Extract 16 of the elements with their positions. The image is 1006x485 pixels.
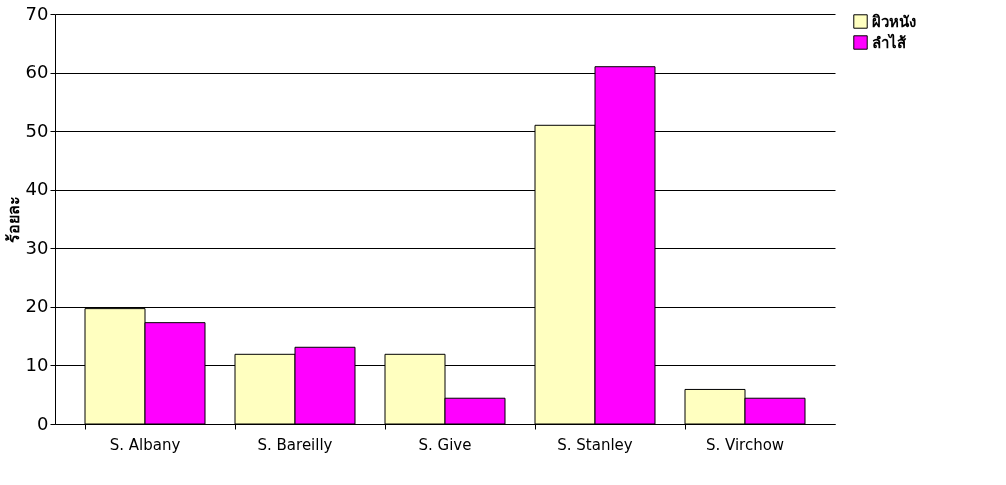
legend-label: ลำไส้: [872, 32, 907, 52]
x-tick-label: S. Bareilly: [257, 435, 333, 454]
y-tick-label: 40: [25, 178, 49, 200]
y-tick-label: 60: [25, 61, 49, 83]
x-tick-label: S. Albany: [109, 435, 181, 454]
y-tick-label: 10: [25, 353, 49, 375]
y-tick-label: 70: [25, 2, 49, 24]
legend-label: ผิวหนัง: [872, 12, 916, 31]
y-tick-label: 20: [25, 295, 49, 317]
y-tick-label: 0: [37, 412, 49, 434]
y-axis-title: ร้อยละ: [3, 196, 23, 243]
x-tick-label: S. Stanley: [557, 435, 633, 454]
y-tick-label: 50: [25, 119, 49, 141]
x-tick-label: S. Give: [418, 435, 472, 454]
y-tick-label: 30: [25, 236, 49, 258]
x-tick-label: S. Virchow: [705, 435, 785, 454]
